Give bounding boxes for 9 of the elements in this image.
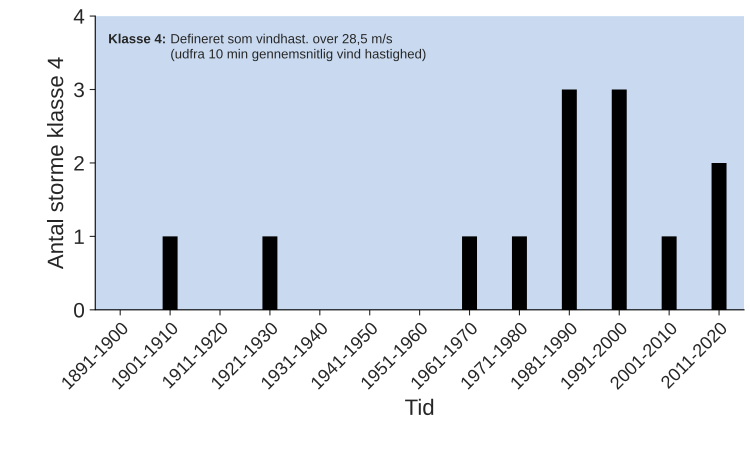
y-tick-label: 0 <box>74 302 84 318</box>
y-tick-label: 4 <box>74 9 84 24</box>
x-axis-title: Tid <box>405 398 434 416</box>
annotation: Klasse 4: <box>109 34 165 44</box>
y-tick-label: 2 <box>74 156 84 170</box>
y-axis-title: Antal storme klasse 4 <box>46 57 64 270</box>
y-tick-label: 3 <box>74 82 84 98</box>
annotation: Defineret som vindhast. over 28,5 m/s (udfra 10 min gennemsnitlig vind hastighed) <box>171 34 426 62</box>
y-tick-label: 1 <box>74 230 84 244</box>
